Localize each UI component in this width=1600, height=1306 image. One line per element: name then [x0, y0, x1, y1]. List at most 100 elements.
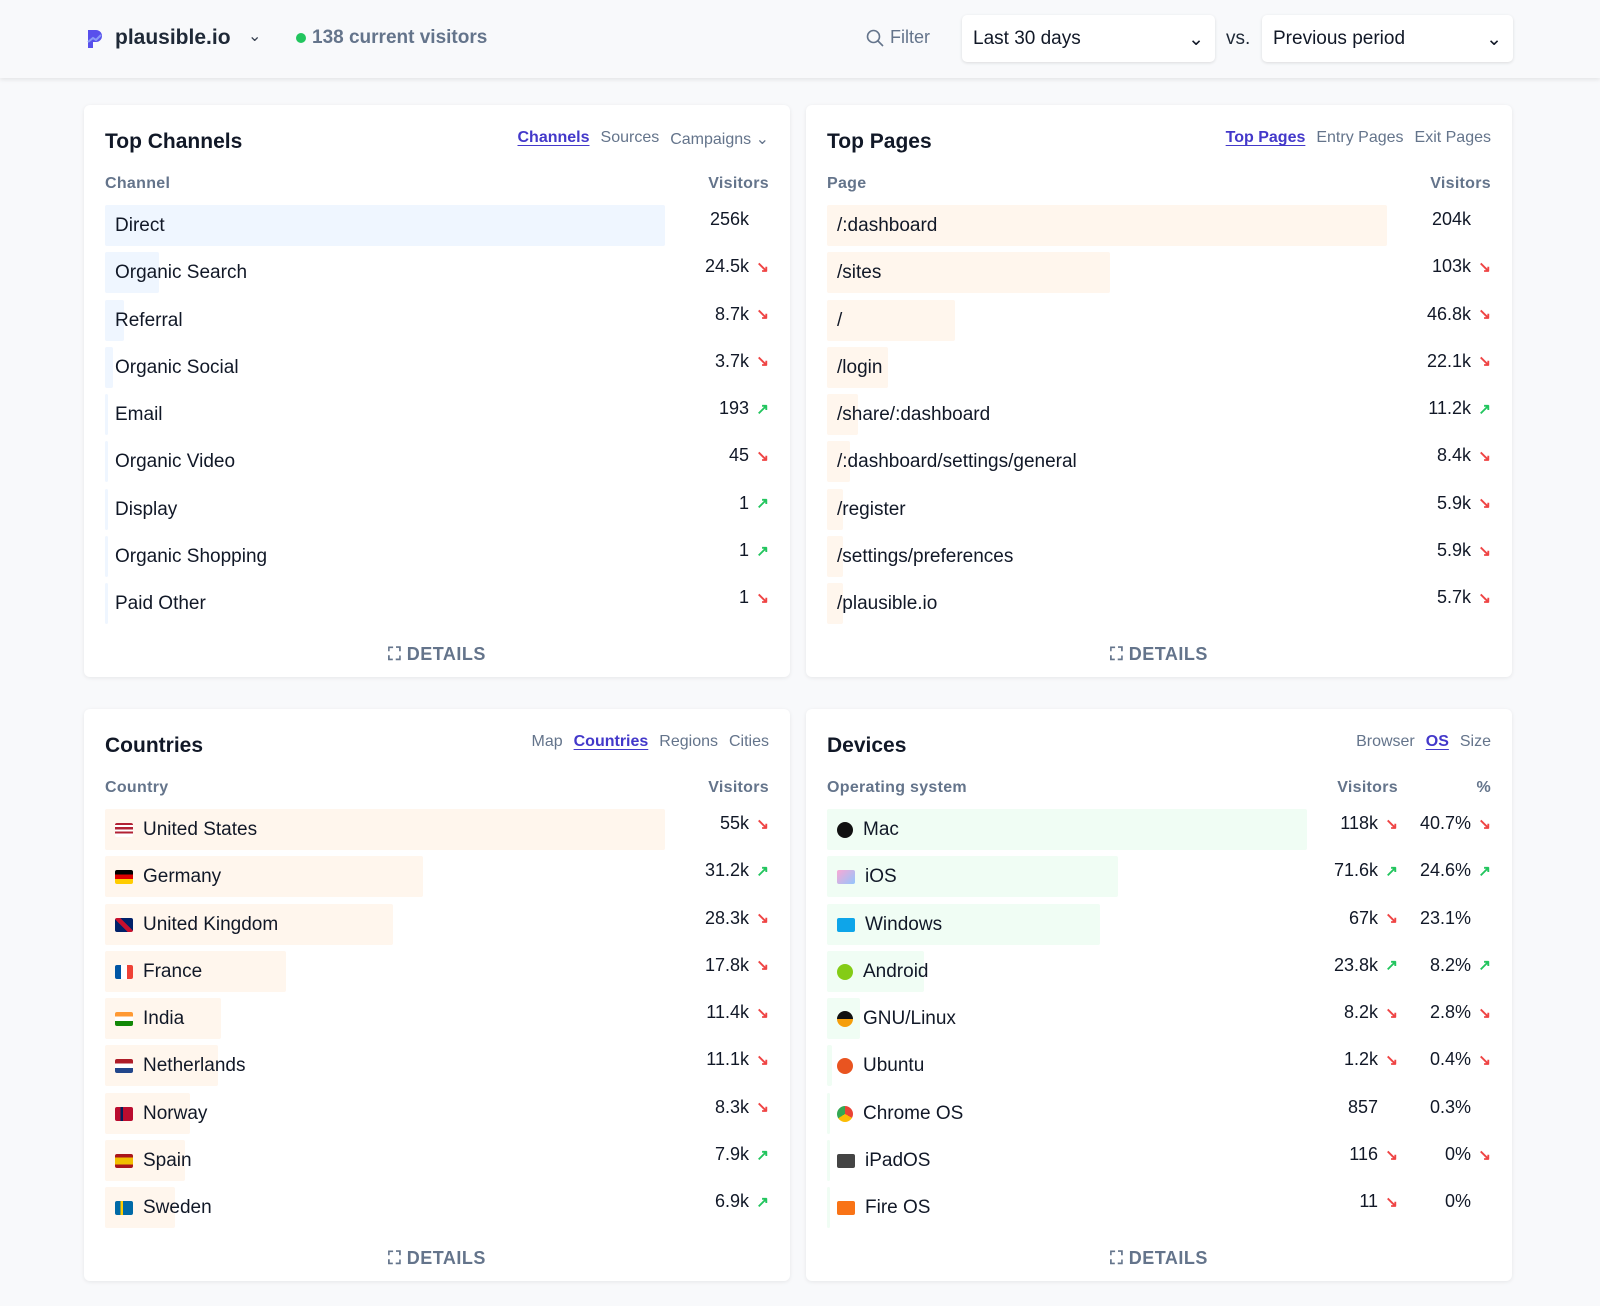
list-item[interactable]: Chrome OS 857 0.3% — [827, 1092, 1491, 1140]
list-item[interactable]: Display 1 ↗ — [105, 488, 769, 536]
site-switcher[interactable]: plausible.io — [115, 26, 231, 49]
item-label[interactable]: Mac — [837, 819, 899, 841]
item-label[interactable]: /register — [837, 499, 906, 521]
list-item[interactable]: GNU/Linux 8.2k ↘ 2.8% ↘ — [827, 998, 1491, 1045]
tab-sources[interactable]: Sources — [600, 129, 660, 146]
list-item[interactable]: United States 55k ↘ — [105, 809, 769, 856]
details-button[interactable]: ⛶ DETAILS — [84, 1248, 790, 1269]
list-item[interactable]: iOS 71.6k ↗ 24.6% ↗ — [827, 856, 1491, 903]
list-item[interactable]: Direct 256k — [105, 205, 769, 252]
item-label[interactable]: Organic Shopping — [115, 546, 267, 568]
comparison-select[interactable]: Previous period ⌄ — [1262, 15, 1513, 62]
item-label[interactable]: GNU/Linux — [837, 1008, 956, 1030]
item-label[interactable]: iPadOS — [837, 1150, 930, 1172]
list-item[interactable]: Spain 7.9k ↗ — [105, 1140, 769, 1187]
item-label[interactable]: Spain — [115, 1150, 192, 1172]
list-item[interactable]: Organic Shopping 1 ↗ — [105, 536, 769, 583]
list-item[interactable]: Android 23.8k ↗ 8.2% ↗ — [827, 950, 1491, 998]
tab-size[interactable]: Size — [1459, 733, 1491, 750]
item-label[interactable]: /settings/preferences — [837, 546, 1013, 568]
item-label[interactable]: iOS — [837, 866, 897, 888]
list-item[interactable]: Germany 31.2k ↗ — [105, 856, 769, 903]
current-visitors[interactable]: 138 current visitors — [296, 27, 487, 49]
list-item[interactable]: United Kingdom 28.3k ↘ — [105, 903, 769, 951]
tab-top-pages[interactable]: Top Pages — [1225, 129, 1306, 146]
tab-exit-pages[interactable]: Exit Pages — [1414, 129, 1491, 146]
list-item[interactable]: Referral 8.7k ↘ — [105, 299, 769, 347]
list-item[interactable]: Organic Search 24.5k ↘ — [105, 252, 769, 299]
item-label[interactable]: Organic Search — [115, 262, 247, 284]
item-label[interactable]: Paid Other — [115, 593, 206, 615]
column-header[interactable]: Visitors — [1430, 175, 1491, 192]
list-item[interactable]: /share/:dashboard 11.2k ↗ — [827, 394, 1491, 441]
item-label[interactable]: India — [115, 1008, 184, 1030]
list-item[interactable]: /register 5.9k ↘ — [827, 488, 1491, 536]
item-label[interactable]: United States — [115, 819, 257, 841]
list-item[interactable]: Paid Other 1 ↘ — [105, 583, 769, 630]
item-label[interactable]: Sweden — [115, 1197, 212, 1219]
tab-campaigns[interactable]: Campaigns ⌄ — [670, 131, 769, 148]
tab-cities[interactable]: Cities — [728, 733, 769, 750]
item-label[interactable]: United Kingdom — [115, 914, 278, 936]
item-label[interactable]: Email — [115, 404, 163, 426]
item-label[interactable]: France — [115, 961, 202, 983]
details-button[interactable]: ⛶ DETAILS — [806, 644, 1512, 665]
item-label[interactable]: Organic Social — [115, 357, 239, 379]
item-label[interactable]: /share/:dashboard — [837, 404, 990, 426]
period-select[interactable]: Last 30 days ⌄ — [962, 15, 1215, 62]
item-label[interactable]: Netherlands — [115, 1055, 245, 1077]
item-label[interactable]: Germany — [115, 866, 221, 888]
item-label[interactable]: / — [837, 310, 842, 332]
item-label[interactable]: Chrome OS — [837, 1103, 963, 1125]
list-item[interactable]: /plausible.io 5.7k ↘ — [827, 583, 1491, 630]
item-label[interactable]: /:dashboard — [837, 215, 937, 237]
list-item[interactable]: /:dashboard 204k — [827, 205, 1491, 252]
column-header[interactable]: Visitors — [708, 779, 769, 796]
item-label[interactable]: Fire OS — [837, 1197, 930, 1219]
tab-entry-pages[interactable]: Entry Pages — [1316, 129, 1404, 146]
list-item[interactable]: /login 22.1k ↘ — [827, 346, 1491, 394]
item-label[interactable]: /plausible.io — [837, 593, 937, 615]
list-item[interactable]: / 46.8k ↘ — [827, 299, 1491, 347]
item-label[interactable]: Direct — [115, 215, 165, 237]
item-label[interactable]: Windows — [837, 914, 942, 936]
list-item[interactable]: Fire OS 11 ↘ 0% — [827, 1187, 1491, 1234]
list-item[interactable]: Sweden 6.9k ↗ — [105, 1187, 769, 1234]
filter-button[interactable]: Filter — [866, 27, 930, 48]
item-label[interactable]: Referral — [115, 310, 183, 332]
item-label[interactable]: Android — [837, 961, 929, 983]
list-item[interactable]: France 17.8k ↘ — [105, 950, 769, 998]
tab-browser[interactable]: Browser — [1356, 733, 1415, 750]
list-item[interactable]: Organic Social 3.7k ↘ — [105, 346, 769, 394]
list-item[interactable]: Organic Video 45 ↘ — [105, 441, 769, 488]
item-label[interactable]: /:dashboard/settings/general — [837, 451, 1077, 473]
list-item[interactable]: Windows 67k ↘ 23.1% — [827, 903, 1491, 951]
list-item[interactable]: Email 193 ↗ — [105, 394, 769, 441]
item-label[interactable]: Norway — [115, 1103, 207, 1125]
list-item[interactable]: iPadOS 116 ↘ 0% ↘ — [827, 1140, 1491, 1187]
chevron-down-icon[interactable]: ⌄ — [248, 28, 262, 45]
details-button[interactable]: ⛶ DETAILS — [84, 644, 790, 665]
item-label[interactable]: /sites — [837, 262, 881, 284]
tab-countries[interactable]: Countries — [573, 733, 649, 750]
list-item[interactable]: /:dashboard/settings/general 8.4k ↘ — [827, 441, 1491, 488]
list-item[interactable]: /settings/preferences 5.9k ↘ — [827, 536, 1491, 583]
column-header[interactable]: Visitors — [1337, 779, 1398, 796]
item-label[interactable]: /login — [837, 357, 882, 379]
list-item[interactable]: Ubuntu 1.2k ↘ 0.4% ↘ — [827, 1045, 1491, 1092]
list-item[interactable]: /sites 103k ↘ — [827, 252, 1491, 299]
tab-os[interactable]: OS — [1425, 733, 1449, 750]
list-item[interactable]: Mac 118k ↘ 40.7% ↘ — [827, 809, 1491, 856]
item-label[interactable]: Display — [115, 499, 177, 521]
list-item[interactable]: India 11.4k ↘ — [105, 998, 769, 1045]
tab-channels[interactable]: Channels — [517, 129, 590, 146]
column-header[interactable]: % — [1476, 779, 1491, 796]
column-header[interactable]: Visitors — [708, 175, 769, 192]
tab-map[interactable]: Map — [531, 733, 563, 750]
item-label[interactable]: Ubuntu — [837, 1055, 924, 1077]
list-item[interactable]: Netherlands 11.1k ↘ — [105, 1045, 769, 1092]
details-button[interactable]: ⛶ DETAILS — [806, 1248, 1512, 1269]
list-item[interactable]: Norway 8.3k ↘ — [105, 1092, 769, 1140]
tab-regions[interactable]: Regions — [659, 733, 718, 750]
item-label[interactable]: Organic Video — [115, 451, 235, 473]
